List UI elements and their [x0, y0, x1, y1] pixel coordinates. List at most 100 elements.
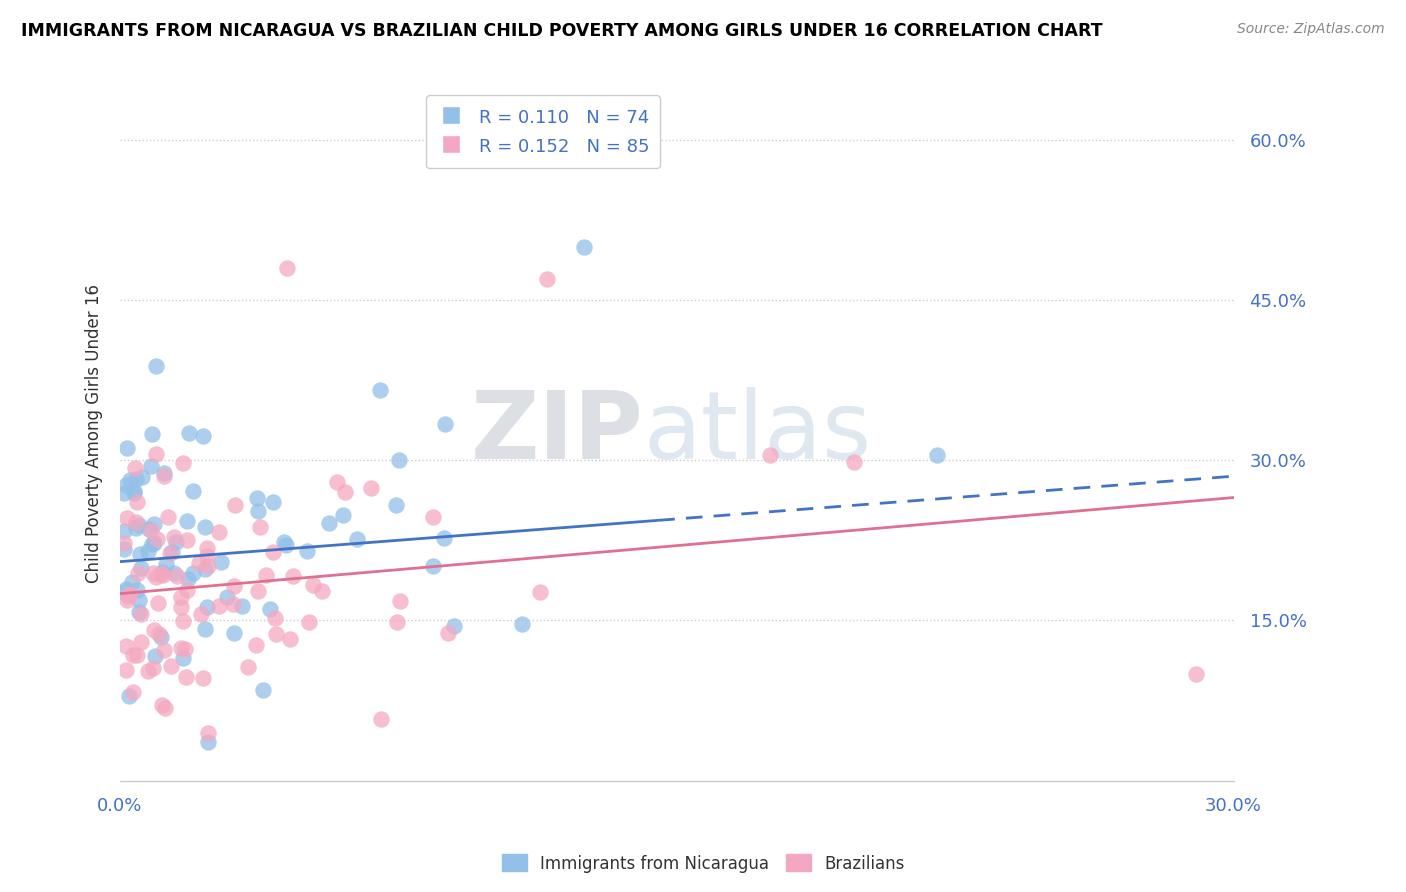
- Point: [142, 623, 165, 637]
- Point: [224, 579, 246, 593]
- Point: [125, 515, 148, 529]
- Point: [434, 417, 457, 432]
- Point: [142, 661, 165, 675]
- Point: [122, 685, 145, 699]
- Point: [142, 566, 165, 580]
- Point: [301, 577, 323, 591]
- Point: [145, 448, 167, 462]
- Point: [422, 559, 444, 574]
- Point: [254, 568, 277, 582]
- Point: [115, 441, 138, 455]
- Point: [1185, 666, 1208, 681]
- Point: [112, 524, 135, 538]
- Point: [150, 566, 173, 581]
- Point: [197, 726, 219, 740]
- Point: [368, 383, 391, 397]
- Point: [114, 639, 136, 653]
- Point: [925, 448, 948, 462]
- Point: [183, 566, 205, 580]
- Point: [208, 599, 231, 613]
- Point: [115, 511, 138, 525]
- Text: Source: ZipAtlas.com: Source: ZipAtlas.com: [1237, 22, 1385, 37]
- Point: [326, 475, 349, 489]
- Point: [148, 596, 170, 610]
- Point: [127, 495, 149, 509]
- Point: [166, 535, 188, 549]
- Point: [370, 712, 392, 726]
- Point: [170, 600, 193, 615]
- Point: [129, 635, 152, 649]
- Point: [160, 659, 183, 673]
- Point: [176, 514, 198, 528]
- Point: [252, 682, 274, 697]
- Point: [148, 627, 170, 641]
- Point: [136, 544, 159, 558]
- Text: atlas: atlas: [644, 387, 872, 480]
- Point: [245, 638, 267, 652]
- Point: [128, 518, 150, 533]
- Point: [572, 239, 595, 253]
- Point: [128, 593, 150, 607]
- Point: [162, 545, 184, 559]
- Point: [122, 483, 145, 498]
- Point: [141, 537, 163, 551]
- Y-axis label: Child Poverty Among Girls Under 16: Child Poverty Among Girls Under 16: [86, 284, 103, 583]
- Point: [117, 592, 139, 607]
- Point: [273, 535, 295, 549]
- Point: [114, 663, 136, 677]
- Point: [194, 562, 217, 576]
- Point: [262, 545, 284, 559]
- Point: [114, 582, 136, 596]
- Point: [193, 429, 215, 443]
- Point: [264, 627, 287, 641]
- Point: [127, 582, 149, 597]
- Point: [124, 460, 146, 475]
- Point: [152, 466, 174, 480]
- Point: [333, 485, 356, 500]
- Point: [360, 481, 382, 495]
- Point: [278, 632, 301, 647]
- Point: [121, 574, 143, 589]
- Point: [120, 587, 142, 601]
- Point: [157, 510, 180, 524]
- Point: [136, 664, 159, 678]
- Point: [231, 599, 253, 613]
- Point: [259, 601, 281, 615]
- Point: [195, 599, 218, 614]
- Point: [298, 615, 321, 630]
- Point: [274, 538, 297, 552]
- Point: [295, 544, 318, 558]
- Point: [263, 610, 285, 624]
- Point: [172, 456, 194, 470]
- Point: [385, 498, 408, 512]
- Legend: Immigrants from Nicaragua, Brazilians: Immigrants from Nicaragua, Brazilians: [495, 847, 911, 880]
- Point: [433, 531, 456, 545]
- Point: [129, 547, 152, 561]
- Point: [170, 591, 193, 605]
- Point: [224, 498, 246, 512]
- Point: [159, 546, 181, 560]
- Point: [145, 569, 167, 583]
- Point: [195, 541, 218, 555]
- Point: [163, 530, 186, 544]
- Point: [443, 618, 465, 632]
- Point: [152, 567, 174, 582]
- Point: [332, 508, 354, 522]
- Point: [112, 585, 135, 599]
- Point: [173, 614, 195, 628]
- Point: [139, 523, 162, 537]
- Point: [142, 516, 165, 531]
- Point: [128, 605, 150, 619]
- Point: [125, 472, 148, 486]
- Point: [276, 260, 298, 275]
- Point: [844, 455, 866, 469]
- Point: [388, 453, 411, 467]
- Point: [195, 549, 218, 564]
- Point: [142, 536, 165, 550]
- Point: [194, 622, 217, 636]
- Point: [176, 533, 198, 548]
- Point: [174, 670, 197, 684]
- Point: [177, 425, 200, 440]
- Point: [387, 615, 409, 629]
- Point: [121, 648, 143, 663]
